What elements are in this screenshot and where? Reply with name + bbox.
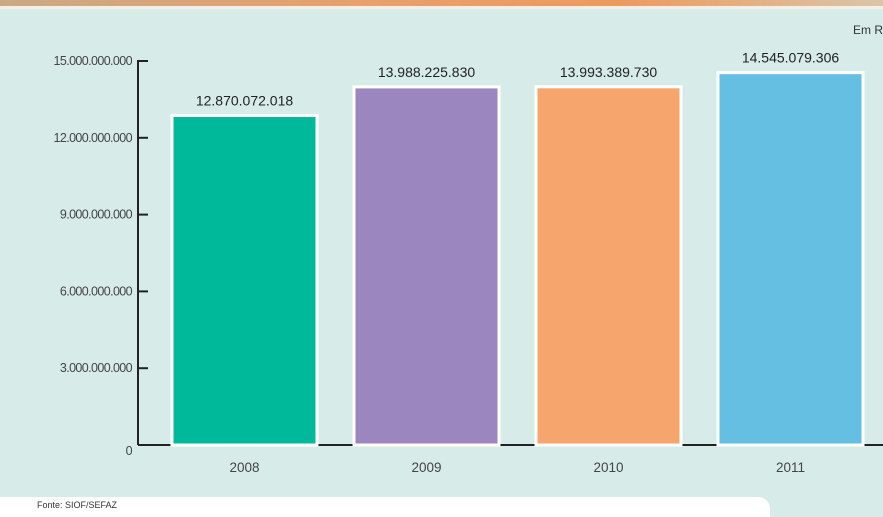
data-label-2011: 14.545.079.306 (742, 50, 840, 66)
bar-2011 (716, 71, 865, 447)
y-tick: 15.000.000.000 (54, 54, 148, 68)
x-tick-label-2011: 2011 (776, 460, 805, 475)
y-tick: 0 (126, 444, 134, 458)
y-tick-label: 0 (126, 444, 133, 458)
y-tick: 12.000.000.000 (54, 131, 148, 145)
x-tick: 2009 (411, 460, 441, 475)
bar-chart: 0 3.000.000.000 6.000.000.000 9.000.000.000… (54, 50, 883, 475)
y-tick-label: 12.000.000.000 (54, 131, 133, 145)
x-tick-label-2009: 2009 (411, 460, 441, 475)
y-tick: 3.000.000.000 (60, 361, 148, 375)
x-tick: 2011 (776, 460, 805, 475)
unit-note: Em R (853, 23, 883, 37)
x-tick: 2008 (229, 460, 259, 475)
source-note: Fonte: SIOF/SEFAZ (37, 500, 118, 510)
x-tick-label-2010: 2010 (593, 460, 623, 475)
top-decorative-strip (0, 0, 883, 9)
data-label-2010: 13.993.389.730 (560, 64, 658, 80)
y-tick-label: 15.000.000.000 (54, 54, 133, 68)
data-label-2008: 12.870.072.018 (196, 93, 294, 109)
y-tick: 9.000.000.000 (60, 208, 148, 222)
x-tick: 2010 (593, 460, 623, 475)
y-tick-label: 3.000.000.000 (60, 361, 133, 375)
data-label-2009: 13.988.225.830 (378, 64, 476, 80)
y-tick-label: 9.000.000.000 (60, 208, 133, 222)
x-tick-label-2008: 2008 (229, 460, 259, 475)
y-tick-label: 6.000.000.000 (60, 284, 133, 298)
bar-2009 (352, 85, 501, 447)
y-tick: 6.000.000.000 (60, 284, 148, 298)
bar-2010 (534, 85, 683, 447)
bar-2008 (170, 114, 319, 447)
